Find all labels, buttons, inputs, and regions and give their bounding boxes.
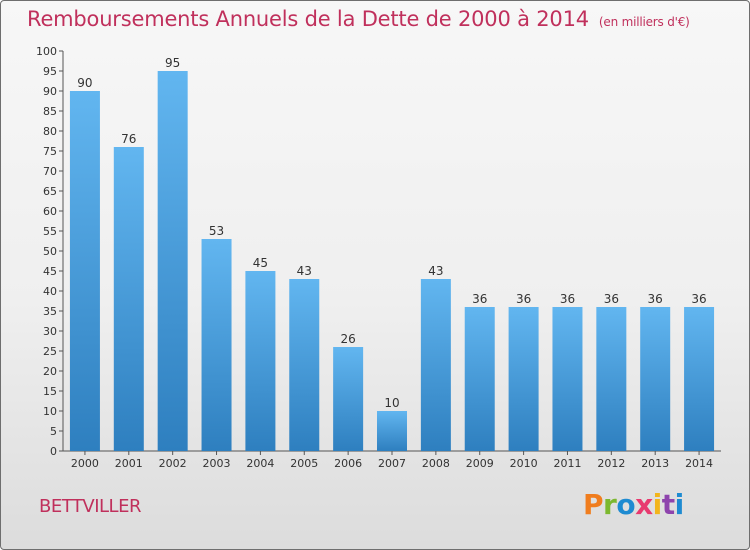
y-tick-label: 15: [43, 385, 57, 398]
x-tick-label-2014: 2014: [685, 457, 713, 470]
data-label-2004: 45: [253, 256, 268, 270]
y-tick-label: 25: [43, 345, 57, 358]
data-label-2014: 36: [691, 292, 706, 306]
data-label-2012: 36: [604, 292, 619, 306]
data-label-2000: 90: [77, 76, 92, 90]
data-label-2013: 36: [648, 292, 663, 306]
data-label-2006: 26: [340, 332, 355, 346]
logo-letter: i: [652, 488, 663, 521]
x-tick-label-2003: 2003: [203, 457, 231, 470]
data-label-2007: 10: [384, 396, 399, 410]
chart-axes: 0 5 10 15 20 25 30 35 40 45 50 55 60 65 70 75 80 85 90 95 10…: [36, 45, 721, 458]
x-tick-label-2000: 2000: [71, 457, 99, 470]
bar-2009: [464, 307, 495, 451]
y-tick-label: 5: [50, 425, 57, 438]
bar-2006: [333, 347, 364, 451]
bar-2002: [157, 71, 188, 451]
data-label-2011: 36: [560, 292, 575, 306]
logo-letter: o: [616, 488, 636, 521]
x-tick-label-2007: 2007: [378, 457, 406, 470]
y-tick-label: 60: [43, 205, 57, 218]
y-tick-label: 75: [43, 145, 57, 158]
chart-bars: [69, 71, 715, 451]
data-label-2005: 43: [297, 264, 312, 278]
chart-title-text: Remboursements Annuels de la Dette de 20…: [27, 7, 589, 31]
commune-name: BETTVILLER: [39, 496, 141, 517]
data-label-2002: 95: [165, 56, 180, 70]
chart-unit: (en milliers d'€): [598, 15, 690, 29]
x-tick-label-2010: 2010: [510, 457, 538, 470]
bar-2003: [201, 239, 232, 451]
y-tick-label: 0: [50, 445, 57, 458]
x-tick-label-2013: 2013: [641, 457, 669, 470]
logo-letter: t: [661, 488, 675, 521]
logo-letter: i: [674, 488, 685, 521]
logo-letter: P: [583, 488, 604, 521]
x-tick-label-2008: 2008: [422, 457, 450, 470]
y-tick-label: 20: [43, 365, 57, 378]
bar-2000: [69, 91, 100, 451]
bar-2007: [377, 411, 407, 451]
data-label-2003: 53: [209, 224, 224, 238]
y-tick-label: 50: [43, 245, 57, 258]
data-label-2001: 76: [121, 132, 136, 146]
y-tick-label: 90: [43, 85, 57, 98]
x-tick-label-2011: 2011: [553, 457, 581, 470]
x-tick-label-2009: 2009: [466, 457, 494, 470]
data-label-2008: 43: [428, 264, 443, 278]
y-tick-label: 35: [43, 305, 57, 318]
bar-2005: [289, 279, 320, 451]
x-tick-label-2006: 2006: [334, 457, 362, 470]
bar-2010: [508, 307, 539, 451]
y-tick-label: 95: [43, 65, 57, 78]
x-tick-label-2002: 2002: [159, 457, 187, 470]
y-tick-label: 40: [43, 285, 57, 298]
x-tick-label-2004: 2004: [246, 457, 274, 470]
y-tick-label: 100: [36, 45, 57, 58]
y-tick-label: 70: [43, 165, 57, 178]
y-tick-label: 45: [43, 265, 57, 278]
y-tick-label: 80: [43, 125, 57, 138]
bar-2013: [640, 307, 671, 451]
bar-2011: [552, 307, 583, 451]
chart-labels: 2000 90 2001 76 2002 95 2003 53 2004 45 2005 43 2006…: [71, 56, 713, 470]
y-tick-label: 30: [43, 325, 57, 338]
bar-2004: [245, 271, 276, 451]
chart-title: Remboursements Annuels de la Dette de 20…: [27, 7, 690, 31]
y-tick-label: 10: [43, 405, 57, 418]
data-label-2010: 36: [516, 292, 531, 306]
data-label-2009: 36: [472, 292, 487, 306]
bar-2012: [596, 307, 627, 451]
x-tick-label-2012: 2012: [597, 457, 625, 470]
bar-2014: [684, 307, 715, 451]
y-tick-label: 65: [43, 185, 57, 198]
proxiti-logo: Proxiti: [583, 488, 684, 521]
bar-2001: [113, 147, 144, 451]
x-tick-label-2005: 2005: [290, 457, 318, 470]
y-tick-label: 55: [43, 225, 57, 238]
bar-2008: [420, 279, 451, 451]
x-tick-label-2001: 2001: [115, 457, 143, 470]
logo-letter: r: [603, 488, 617, 521]
y-tick-label: 85: [43, 105, 57, 118]
logo-letter: x: [635, 488, 653, 521]
